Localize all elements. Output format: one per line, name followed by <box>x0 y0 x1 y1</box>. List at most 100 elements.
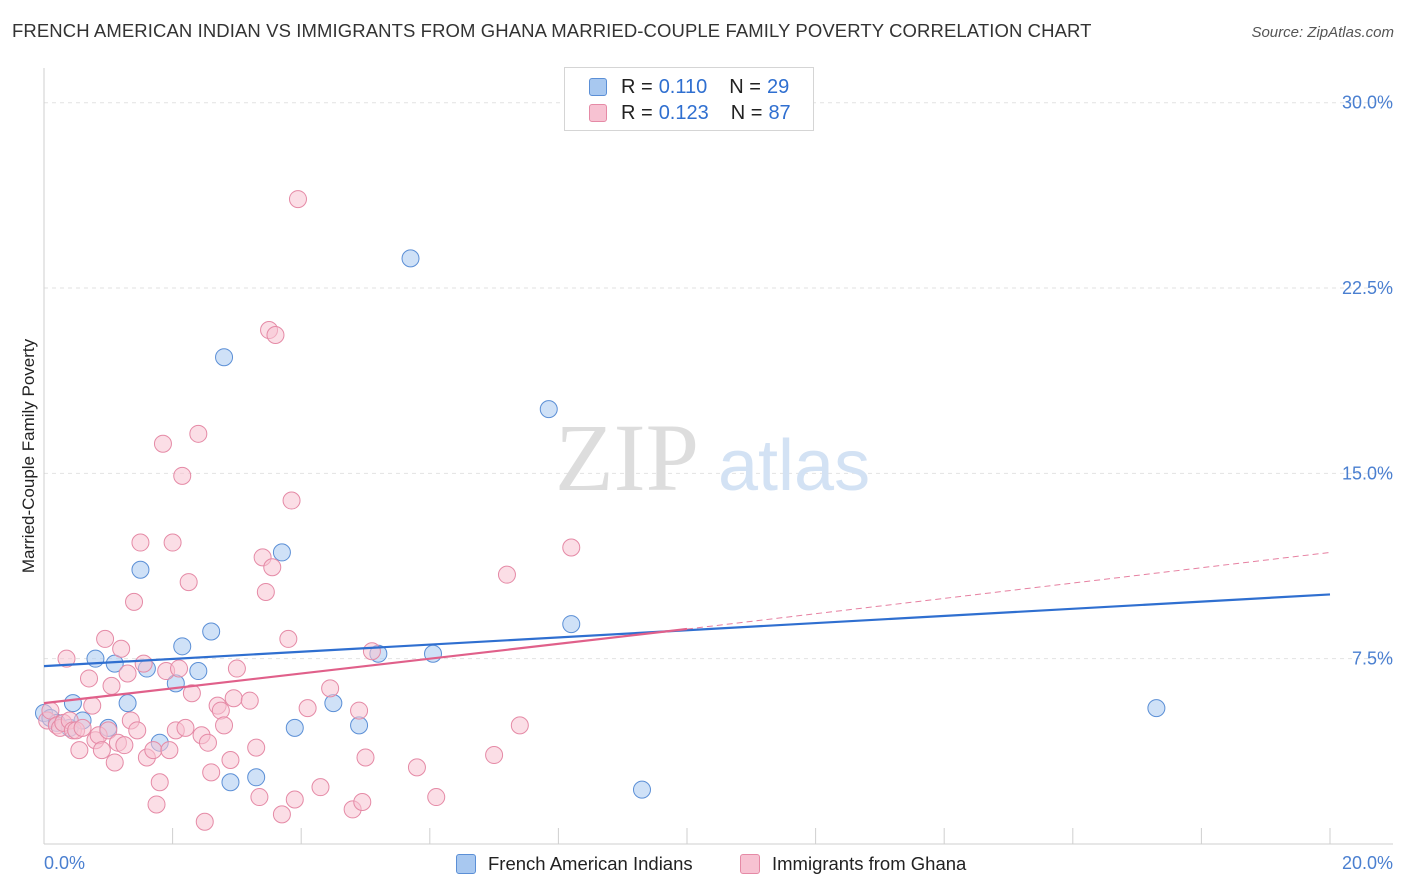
point-french-american-indians <box>221 773 240 792</box>
point-french-american-indians <box>539 400 558 419</box>
bottom-legend-label-french: French American Indians <box>488 853 693 874</box>
point-immigrants-from-ghana <box>153 434 172 453</box>
point-immigrants-from-ghana <box>285 790 304 809</box>
point-immigrants-from-ghana <box>80 669 99 688</box>
chart-title: FRENCH AMERICAN INDIAN VS IMMIGRANTS FRO… <box>12 20 1092 41</box>
point-immigrants-from-ghana <box>485 746 504 765</box>
point-immigrants-from-ghana <box>105 753 124 772</box>
point-immigrants-from-ghana <box>99 721 118 740</box>
trend-line-ghana-extension <box>686 551 1331 630</box>
point-immigrants-from-ghana <box>266 325 285 344</box>
point-immigrants-from-ghana <box>263 558 282 577</box>
point-immigrants-from-ghana <box>356 748 375 767</box>
y-tick-label: 30.0% <box>1342 93 1393 113</box>
point-immigrants-from-ghana <box>407 758 426 777</box>
point-immigrants-from-ghana <box>311 778 330 797</box>
y-tick-label: 15.0% <box>1342 463 1393 483</box>
y-tick-label: 22.5% <box>1342 278 1393 298</box>
point-immigrants-from-ghana <box>173 466 192 485</box>
y-axis-label: Married-Couple Family Poverty <box>19 338 38 573</box>
point-immigrants-from-ghana <box>211 701 230 720</box>
trend-line-french <box>43 593 1331 668</box>
point-french-american-indians <box>632 780 651 799</box>
point-immigrants-from-ghana <box>182 684 201 703</box>
point-immigrants-from-ghana <box>170 659 189 678</box>
grid-lines <box>44 102 1393 660</box>
point-immigrants-from-ghana <box>92 741 111 760</box>
legend-row-french: R = 0.110 N = 29 <box>589 75 789 99</box>
point-immigrants-from-ghana <box>134 654 153 673</box>
point-french-american-indians <box>173 637 192 656</box>
point-french-american-indians <box>215 348 234 367</box>
point-french-american-indians <box>247 768 266 787</box>
legend-r-label: R = <box>621 101 653 124</box>
bottom-legend-label-ghana: Immigrants from Ghana <box>772 853 967 874</box>
point-immigrants-from-ghana <box>115 736 134 755</box>
point-immigrants-from-ghana <box>179 573 198 592</box>
point-immigrants-from-ghana <box>224 689 243 708</box>
point-french-american-indians <box>1147 699 1166 718</box>
point-immigrants-from-ghana <box>321 679 340 698</box>
point-immigrants-from-ghana <box>195 812 214 831</box>
point-immigrants-from-ghana <box>144 741 163 760</box>
point-immigrants-from-ghana <box>112 639 131 658</box>
point-french-american-indians <box>131 560 150 579</box>
point-immigrants-from-ghana <box>427 788 446 807</box>
point-immigrants-from-ghana <box>128 721 147 740</box>
point-immigrants-from-ghana <box>160 741 179 760</box>
point-immigrants-from-ghana <box>118 664 137 683</box>
legend: R = 0.110 N = 29 R = 0.123 N = 87 <box>564 67 814 131</box>
legend-swatch-ghana <box>589 104 607 122</box>
bottom-legend-swatch-french <box>456 854 476 874</box>
point-french-american-indians <box>285 718 304 737</box>
y-tick-labels: 7.5% 15.0% 22.5% 30.0% <box>1342 93 1393 669</box>
x-tick-label-max: 20.0% <box>1342 853 1393 873</box>
point-immigrants-from-ghana <box>198 733 217 752</box>
point-french-american-indians <box>272 543 291 562</box>
legend-n-label: N = <box>729 75 761 98</box>
point-french-american-indians <box>189 662 208 681</box>
point-immigrants-from-ghana <box>282 491 301 510</box>
point-immigrants-from-ghana <box>163 533 182 552</box>
point-immigrants-from-ghana <box>147 795 166 814</box>
x-tick-label-min: 0.0% <box>44 853 85 873</box>
point-immigrants-from-ghana <box>362 642 381 661</box>
point-french-american-indians <box>118 694 137 713</box>
point-immigrants-from-ghana <box>215 716 234 735</box>
point-immigrants-from-ghana <box>70 741 89 760</box>
point-immigrants-from-ghana <box>189 424 208 443</box>
trend-line-ghana <box>43 627 688 705</box>
legend-n-value: 29 <box>766 75 790 98</box>
point-immigrants-from-ghana <box>227 659 246 678</box>
legend-n-value: 87 <box>768 101 791 124</box>
point-immigrants-from-ghana <box>350 701 369 720</box>
point-french-american-indians <box>401 249 420 268</box>
point-french-american-indians <box>562 615 581 634</box>
point-immigrants-from-ghana <box>96 629 115 648</box>
legend-r-value: 0.110 <box>658 75 708 98</box>
bottom-legend-ghana: Immigrants from Ghana <box>740 852 966 876</box>
point-immigrants-from-ghana <box>102 676 121 695</box>
legend-swatch-french <box>589 78 607 96</box>
point-immigrants-from-ghana <box>240 691 259 710</box>
point-french-american-indians <box>324 694 343 713</box>
bottom-legend-french: French American Indians <box>456 852 693 876</box>
point-immigrants-from-ghana <box>497 565 516 584</box>
point-immigrants-from-ghana <box>279 629 298 648</box>
point-immigrants-from-ghana <box>221 750 240 769</box>
trend-lines <box>43 551 1331 705</box>
point-immigrants-from-ghana <box>256 582 275 601</box>
point-immigrants-from-ghana <box>510 716 529 735</box>
point-french-american-indians <box>202 622 221 641</box>
legend-r-value: 0.123 <box>658 101 709 124</box>
data-points <box>35 190 1166 831</box>
point-immigrants-from-ghana <box>202 763 221 782</box>
point-immigrants-from-ghana <box>288 190 307 209</box>
point-immigrants-from-ghana <box>83 696 102 715</box>
point-immigrants-from-ghana <box>353 792 372 811</box>
point-immigrants-from-ghana <box>125 592 144 611</box>
legend-row-ghana: R = 0.123 N = 87 <box>589 101 791 125</box>
point-immigrants-from-ghana <box>150 773 169 792</box>
point-immigrants-from-ghana <box>562 538 581 557</box>
